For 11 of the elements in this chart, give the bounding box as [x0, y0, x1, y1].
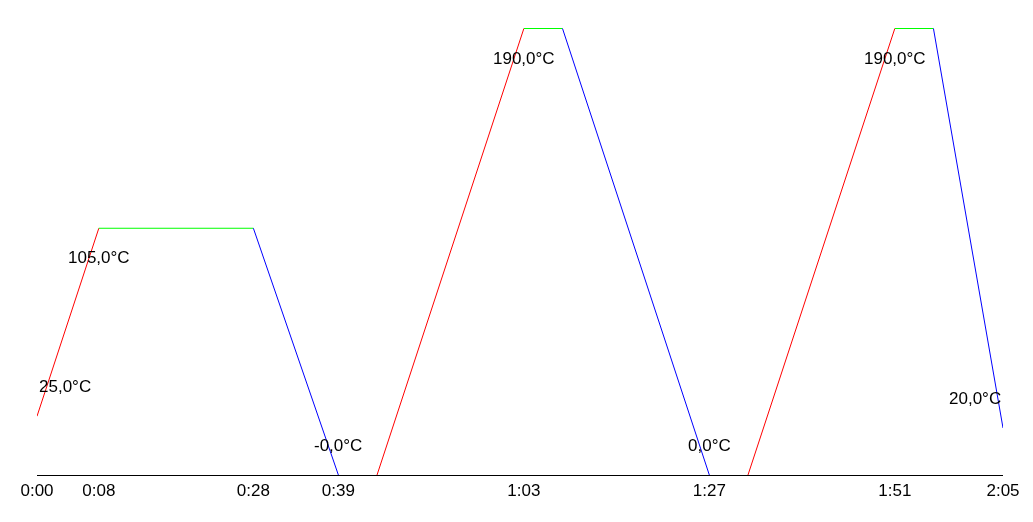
x-tick-label: 2:05 — [986, 481, 1020, 501]
x-tick-label: 0:08 — [82, 481, 116, 501]
x-tick-label: 0:28 — [236, 481, 270, 501]
annotation: 20,0°C — [949, 389, 1002, 408]
x-tick-label: 0:00 — [20, 481, 54, 501]
annotation: 0,0°C — [688, 436, 731, 455]
x-tick-label: 1:27 — [692, 481, 726, 501]
x-tick-label: 1:03 — [507, 481, 541, 501]
x-tick-label: 0:39 — [321, 481, 355, 501]
x-tick-label: 1:51 — [878, 481, 912, 501]
annotation: 190,0°C — [493, 49, 555, 68]
